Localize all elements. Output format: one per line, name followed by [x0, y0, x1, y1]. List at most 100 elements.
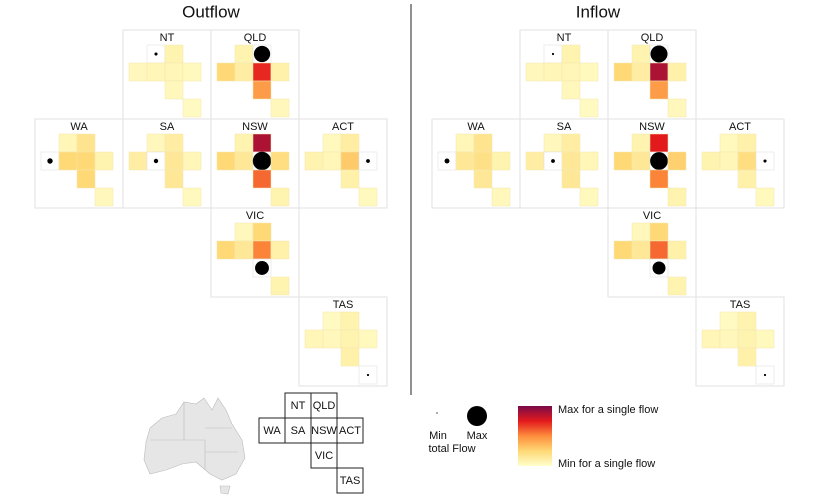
total-flow-circle	[650, 152, 668, 170]
state-label: QLD	[641, 32, 664, 44]
flow-cell	[755, 187, 775, 207]
flow-cell	[561, 62, 581, 82]
legend-grid-label: NSW	[311, 425, 337, 437]
legend-grid-label: NT	[291, 400, 306, 412]
flow-cell	[252, 222, 272, 242]
flow-cell	[667, 62, 687, 82]
legend-grid-cell	[336, 417, 364, 444]
flow-cell	[473, 169, 493, 189]
legend-grid-label: SA	[291, 425, 306, 437]
state-label: TAS	[730, 299, 751, 311]
flow-cell	[94, 187, 114, 207]
flow-cell	[649, 133, 669, 153]
flow-cell	[340, 311, 360, 331]
flow-cell	[561, 133, 581, 153]
state-panel	[695, 118, 785, 209]
flow-cell	[631, 222, 651, 242]
flow-cell	[252, 169, 272, 189]
state-label: NT	[160, 32, 175, 44]
flow-cell	[719, 329, 739, 349]
color-legend-bar	[518, 406, 552, 466]
panel-title: Inflow	[576, 2, 621, 21]
flow-cell	[58, 151, 78, 171]
flow-cell	[216, 151, 236, 171]
state-label: VIC	[246, 210, 264, 222]
color-legend-label: Min for a single flow	[558, 458, 655, 470]
state-label: ACT	[729, 121, 751, 133]
flow-cell	[146, 133, 166, 153]
flow-cell	[340, 133, 360, 153]
size-legend-label: Max	[467, 430, 488, 442]
flow-cell	[631, 44, 651, 64]
flow-cell	[719, 311, 739, 331]
flow-cell	[455, 151, 475, 171]
flow-cell	[322, 151, 342, 171]
flow-cell	[543, 133, 563, 153]
flow-cell	[667, 240, 687, 260]
color-legend-label: Max for a single flow	[558, 404, 658, 416]
size-legend-min	[436, 412, 438, 414]
total-flow-circle	[255, 261, 269, 275]
flow-cell	[543, 62, 563, 82]
flow-cell	[216, 240, 236, 260]
total-flow-circle	[763, 373, 767, 377]
legend-grid-label: TAS	[340, 475, 361, 487]
total-flow-circle	[366, 159, 370, 163]
flow-cell	[701, 151, 721, 171]
total-flow-circle	[444, 158, 450, 164]
flow-cell	[455, 133, 475, 153]
size-legend-max	[467, 406, 487, 426]
flow-cell	[182, 98, 202, 118]
flow-cell	[164, 169, 184, 189]
total-flow-circle	[366, 373, 370, 377]
flow-cell	[128, 151, 148, 171]
total-flow-circle	[154, 52, 158, 56]
flow-cell	[613, 62, 633, 82]
flow-cell	[322, 311, 342, 331]
flow-cell	[473, 151, 493, 171]
flow-cell	[737, 347, 757, 367]
flow-cell	[270, 151, 290, 171]
flow-cell	[182, 187, 202, 207]
total-flow-circle	[763, 159, 767, 163]
flow-cell	[701, 329, 721, 349]
flow-cell	[76, 169, 96, 189]
state-label: NSW	[639, 121, 665, 133]
flow-cell	[667, 98, 687, 118]
flow-cell	[322, 133, 342, 153]
flow-cell	[76, 151, 96, 171]
legend-grid-cell	[336, 467, 364, 494]
flow-cell	[234, 222, 254, 242]
flow-cell	[94, 151, 114, 171]
state-label: ACT	[332, 121, 354, 133]
flow-cell	[340, 169, 360, 189]
flow-cell	[358, 187, 378, 207]
flow-cell	[561, 169, 581, 189]
flow-cell	[613, 240, 633, 260]
flow-cell	[146, 62, 166, 82]
size-legend-label: Min	[429, 430, 447, 442]
total-flow-circle	[652, 261, 666, 275]
flow-cell	[737, 133, 757, 153]
flow-cell	[491, 187, 511, 207]
flow-cell	[631, 240, 651, 260]
legend-grid-label: QLD	[313, 400, 336, 412]
flow-cell	[304, 329, 324, 349]
total-flow-circle	[551, 159, 555, 163]
total-flow-circle	[153, 158, 159, 164]
state-label: TAS	[333, 299, 354, 311]
total-flow-circle	[551, 52, 555, 56]
flow-cell	[234, 151, 254, 171]
flow-cell	[234, 240, 254, 260]
legend-grid-cell	[310, 442, 338, 469]
state-label: WA	[70, 121, 88, 133]
flow-cell	[270, 276, 290, 296]
panel-title: Outflow	[182, 2, 240, 21]
flow-cell	[667, 276, 687, 296]
size-legend-title: total Flow	[428, 443, 475, 455]
state-panel	[607, 207, 697, 298]
flow-cell	[631, 151, 651, 171]
flow-cell	[649, 62, 669, 82]
flow-cell	[128, 62, 148, 82]
flow-cell	[182, 151, 202, 171]
